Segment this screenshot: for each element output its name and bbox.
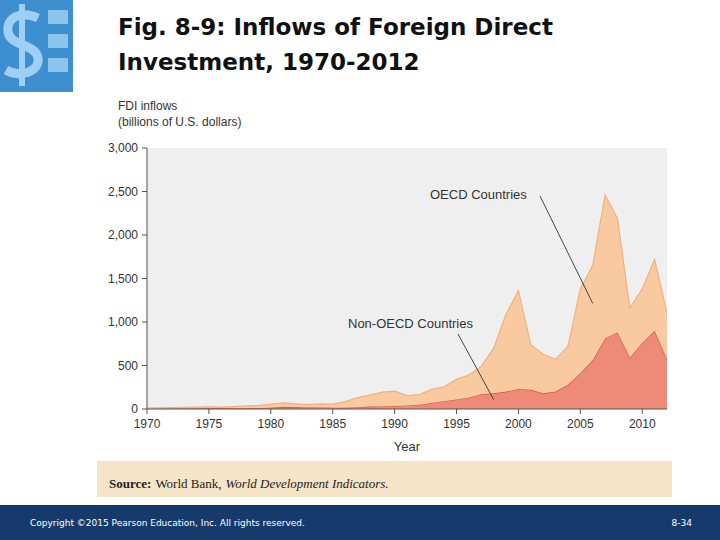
x-tick-label: 1985 [319,417,346,431]
source-label: Source: [109,476,151,491]
logo [19,4,25,86]
x-tick [394,409,395,414]
x-tick [208,409,209,414]
slide-title: Fig. 8-9: Inflows of Foreign Direct Inve… [118,10,698,80]
series-label: OECD Countries [430,187,527,202]
plot-background [147,148,667,409]
slide: 0 500 1,000 1,500 2,000 2,500 3,000 1970 1975 198… [0,0,720,540]
y-tick-label: 1,000 [108,315,138,329]
area [147,195,667,409]
logo [48,34,68,48]
x-tick [580,409,581,414]
x-tick-label: 1975 [196,417,223,431]
footer-band [0,505,720,540]
logo [0,0,73,92]
y-tick [142,409,147,410]
y-tick-label: 0 [131,402,138,416]
x-tick [332,409,333,414]
x-tick-label: 1980 [257,417,284,431]
copyright: Copyright ©2015 Pearson Education, Inc. … [30,518,305,528]
x-tick [642,409,643,414]
callout-line [540,196,593,303]
source-title: World Development Indicators. [226,476,389,491]
x-tick-label: 2005 [567,417,594,431]
x-axis [147,409,667,410]
source-band [97,461,672,497]
x-tick [147,409,148,414]
x-tick-label: 2010 [629,417,656,431]
y-tick [142,148,147,149]
logo [48,58,68,72]
y-tick-label: 2,500 [108,185,138,199]
x-tick [456,409,457,414]
page-number: 8-34 [672,518,693,528]
x-tick-label: 2000 [505,417,532,431]
y-tick-label: 500 [118,359,138,373]
plot-area [147,195,667,409]
area-edge [147,195,667,408]
y-axis-label: FDI inflows [118,99,177,113]
source-text: World Bank, [155,476,221,491]
y-tick [142,278,147,279]
x-tick-label: 1995 [443,417,470,431]
y-tick-label: 2,000 [108,228,138,242]
y-axis-label: (billions of U.S. dollars) [118,115,241,129]
x-tick-label: 1990 [381,417,408,431]
y-tick-label: 1,500 [108,272,138,286]
callout-line [458,334,494,400]
x-tick [518,409,519,414]
x-axis-label: Year [394,439,421,454]
logo [48,10,68,24]
series-label: Non-OECD Countries [348,316,473,331]
y-tick [142,191,147,192]
y-tick [142,322,147,323]
y-tick [142,235,147,236]
y-tick-label: 3,000 [108,141,138,155]
source: Source: World Bank, World Development Indi… [109,476,389,491]
x-tick [270,409,271,414]
x-tick-label: 1970 [134,417,161,431]
y-tick [142,365,147,366]
